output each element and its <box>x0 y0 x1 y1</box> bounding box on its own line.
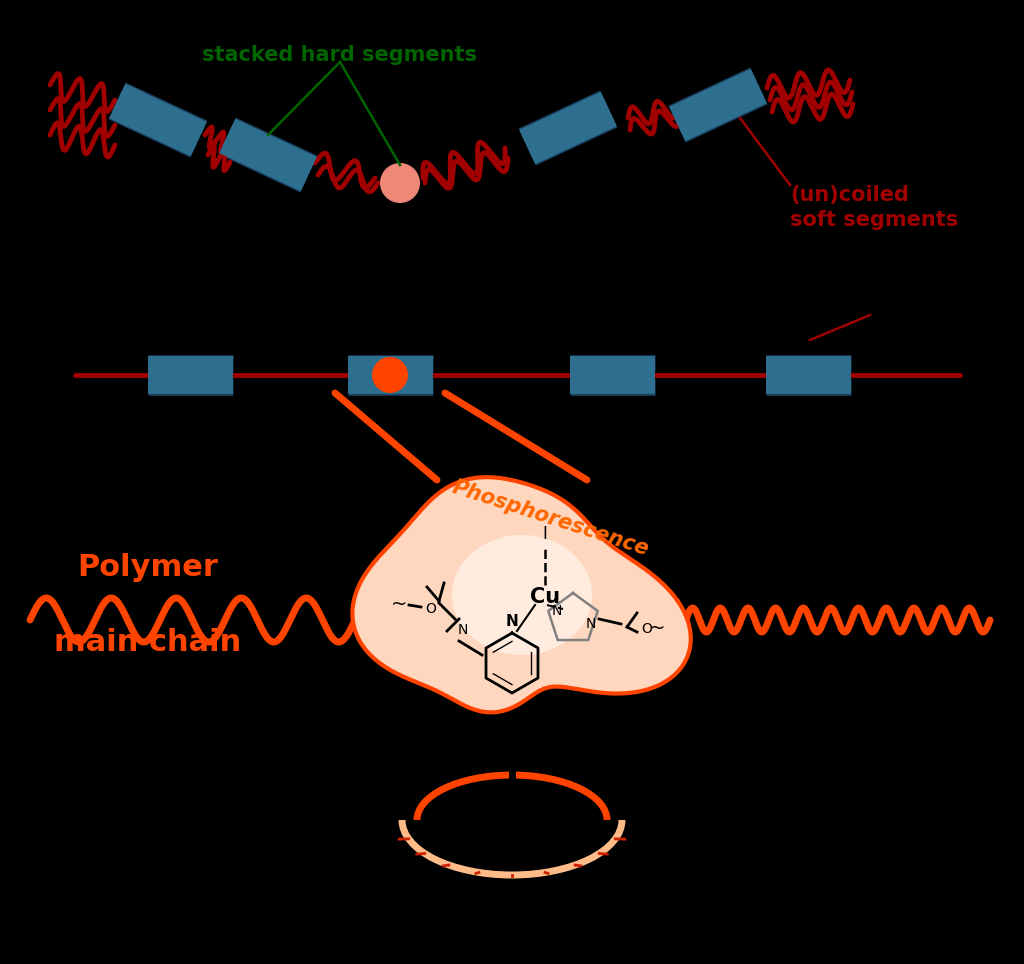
Text: O: O <box>642 622 652 636</box>
Text: I: I <box>543 525 548 543</box>
Text: Cu: Cu <box>530 587 560 607</box>
Polygon shape <box>352 477 691 712</box>
Text: main chain: main chain <box>54 628 242 657</box>
Polygon shape <box>377 501 667 688</box>
Circle shape <box>380 163 420 203</box>
Text: (un)coiled
soft segments: (un)coiled soft segments <box>790 185 958 229</box>
Text: N: N <box>458 623 468 637</box>
Text: O: O <box>426 602 436 616</box>
Polygon shape <box>352 477 691 712</box>
Polygon shape <box>365 489 679 701</box>
Text: N: N <box>586 617 596 631</box>
Text: N: N <box>506 614 518 629</box>
Text: stacked hard segments: stacked hard segments <box>203 45 477 65</box>
Text: Polymer: Polymer <box>78 553 218 582</box>
Text: N: N <box>552 604 562 618</box>
Text: Phosphorescence: Phosphorescence <box>450 477 651 559</box>
Text: ~: ~ <box>391 595 408 613</box>
Circle shape <box>372 357 408 393</box>
Polygon shape <box>392 516 651 673</box>
Ellipse shape <box>452 535 592 655</box>
Text: ~: ~ <box>649 619 666 637</box>
Polygon shape <box>408 530 637 659</box>
